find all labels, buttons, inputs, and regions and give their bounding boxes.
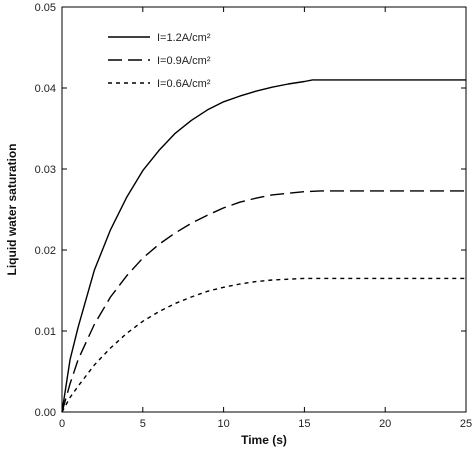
- legend-label-1: I=1.2A/cm²: [157, 32, 211, 44]
- x-tick-label: 15: [298, 418, 310, 430]
- legend-label-3: I=0.6A/cm²: [157, 78, 211, 90]
- x-tick-label: 0: [59, 418, 65, 430]
- legend-label-2: I=0.9A/cm²: [157, 55, 211, 67]
- plot-area-frame: [61, 6, 467, 413]
- y-tick-label: 0.04: [35, 83, 56, 95]
- x-tick-label: 5: [140, 418, 146, 430]
- y-tick-label: 0.03: [35, 164, 56, 176]
- series-line-3: [61, 277, 466, 413]
- y-tick-label: 0.02: [35, 245, 56, 257]
- y-tick-label: 0.00: [35, 407, 56, 419]
- y-axis-ticks: 0.00 0.01 0.02 0.03 0.04 0.05: [35, 2, 466, 419]
- y-axis-title: Liquid water saturation: [5, 143, 19, 275]
- x-tick-label: 25: [460, 418, 472, 430]
- series-layer: [61, 79, 466, 413]
- x-tick-label: 10: [217, 418, 229, 430]
- series-line-2: [61, 190, 466, 413]
- x-axis-title: Time (s): [241, 433, 287, 447]
- y-tick-label: 0.01: [35, 326, 56, 338]
- series-line-1: [61, 79, 466, 413]
- legend: I=1.2A/cm² I=0.9A/cm² I=0.6A/cm²: [108, 32, 211, 90]
- x-axis-ticks: 0 5 10 15 20 25: [59, 7, 472, 430]
- x-tick-label: 20: [379, 418, 391, 430]
- y-tick-label: 0.05: [35, 2, 56, 14]
